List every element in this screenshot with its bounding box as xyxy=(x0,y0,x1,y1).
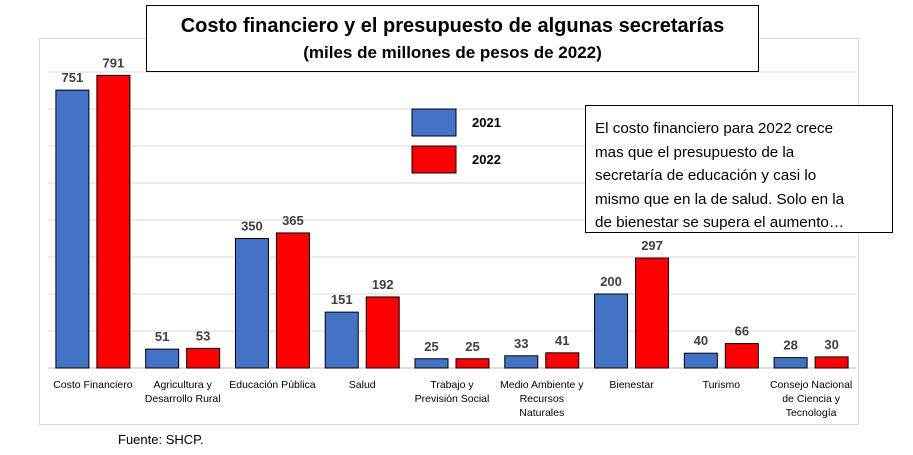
bar-2022 xyxy=(365,296,400,369)
category-label: Trabajo y xyxy=(430,379,474,391)
bar-2021 xyxy=(234,238,269,369)
data-label: 751 xyxy=(62,70,84,85)
data-label: 350 xyxy=(241,219,263,234)
annotation-box: El costo financiero para 2022 crece mas … xyxy=(585,105,893,233)
annotation-line: El costo financiero para 2022 crece xyxy=(595,120,834,137)
chart-subtitle: (miles de millones de pesos de 2022) xyxy=(303,43,602,62)
bar-2021 xyxy=(504,355,539,369)
bar-2022 xyxy=(186,347,221,369)
category-label: de Ciencia y xyxy=(782,393,841,405)
data-label: 40 xyxy=(694,333,708,348)
legend-swatch xyxy=(411,108,457,137)
category-label: Costo Financiero xyxy=(53,379,133,391)
category-label: Desarrollo Rural xyxy=(145,393,221,405)
category-label: Medio Ambiente y xyxy=(500,379,584,391)
category-label: Educación Pública xyxy=(229,379,316,391)
legend-label: 2022 xyxy=(472,152,501,167)
category-label: Recursos xyxy=(520,393,564,405)
annotation-line: mas que el presupuesto de la xyxy=(595,143,795,161)
data-label: 192 xyxy=(372,277,394,292)
bar-2022 xyxy=(724,343,759,369)
data-label: 30 xyxy=(824,337,838,352)
bar-2022 xyxy=(455,358,490,369)
bar-2022 xyxy=(635,257,670,369)
bar-2021 xyxy=(145,348,180,369)
category-label: Salud xyxy=(349,379,376,391)
bar-2022 xyxy=(545,352,580,369)
legend-label: 2021 xyxy=(472,115,501,130)
category-label: Agricultura y xyxy=(153,379,212,391)
category-label: Tecnología xyxy=(786,407,837,419)
category-label: Turismo xyxy=(703,379,741,391)
data-label: 28 xyxy=(783,338,797,353)
data-label: 51 xyxy=(155,329,169,344)
data-label: 200 xyxy=(600,274,622,289)
data-label: 365 xyxy=(282,213,304,228)
bar-2021 xyxy=(683,352,718,369)
annotation-line: de bienestar se supera el aumento… xyxy=(595,214,845,231)
chart-title: Costo financiero y el presupuesto de alg… xyxy=(180,15,725,37)
category-label: Previsión Social xyxy=(415,393,490,405)
bar-2021 xyxy=(324,311,359,369)
data-label: 151 xyxy=(331,292,353,307)
data-label: 297 xyxy=(641,238,663,253)
title-box: Costo financiero y el presupuesto de alg… xyxy=(146,5,759,72)
annotation-line: secretaría de educación y casi lo xyxy=(595,167,817,184)
bar-2021 xyxy=(55,89,90,369)
bar-2021 xyxy=(594,293,629,369)
category-label: Bienestar xyxy=(609,379,654,391)
annotation-line: mismo que en la de salud. Solo en la xyxy=(595,190,845,208)
bar-2022 xyxy=(96,74,131,369)
source-note: Fuente: SHCP. xyxy=(118,432,204,447)
bar-2021 xyxy=(773,357,808,369)
data-label: 33 xyxy=(514,336,528,351)
category-label: Naturales xyxy=(519,407,564,419)
category-label: Consejo Nacional xyxy=(770,379,852,391)
data-label: 53 xyxy=(196,328,210,343)
legend-swatch xyxy=(411,145,457,174)
data-label: 66 xyxy=(735,324,749,339)
data-label: 25 xyxy=(465,339,479,354)
data-label: 41 xyxy=(555,333,569,348)
bar-2022 xyxy=(275,232,310,369)
data-label: 791 xyxy=(103,55,125,70)
bar-2022 xyxy=(814,356,849,369)
bar-2021 xyxy=(414,358,449,369)
data-label: 25 xyxy=(424,339,438,354)
